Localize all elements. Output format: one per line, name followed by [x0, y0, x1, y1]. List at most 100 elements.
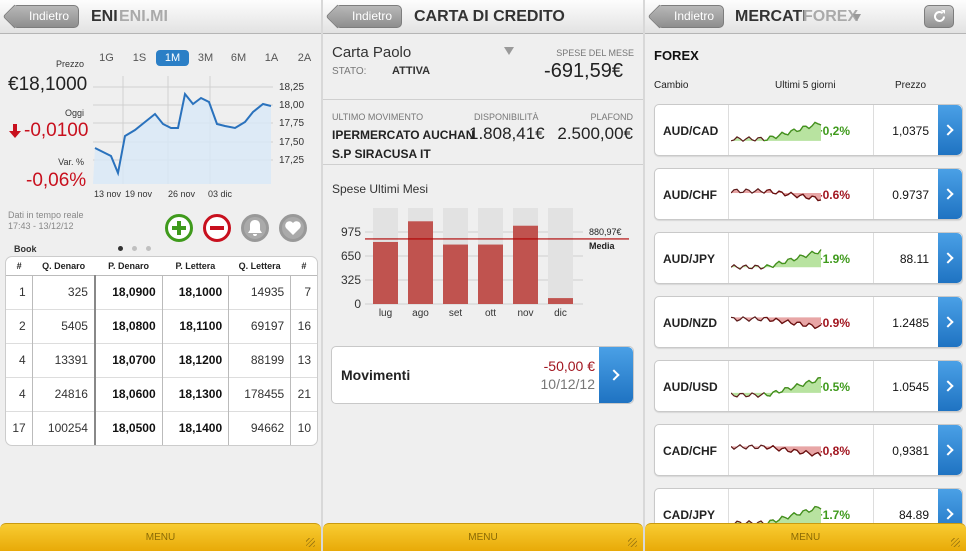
- open-forex-button[interactable]: [938, 361, 962, 411]
- table-cell: 18,0700: [93, 342, 163, 377]
- table-cell: 18,1000: [161, 274, 229, 309]
- media-label: Media: [589, 241, 616, 251]
- forex-change: +1.9%: [815, 252, 850, 266]
- grip-icon: [628, 538, 637, 547]
- section-title: FOREX: [654, 48, 699, 63]
- x-tick-label: lug: [379, 308, 392, 319]
- sparkline: [731, 121, 822, 142]
- range-tab[interactable]: 3M: [197, 52, 214, 64]
- divider: [728, 169, 729, 219]
- table-cell: 4: [6, 376, 33, 411]
- sparkline-line: [763, 505, 822, 526]
- range-tab[interactable]: 1G: [99, 52, 114, 64]
- x-tick: 26 nov: [168, 189, 196, 199]
- bar-ago: [408, 221, 433, 304]
- forex-price: 1,0375: [892, 124, 929, 138]
- divider: [873, 169, 874, 219]
- table-cell: 18,1100: [161, 308, 229, 343]
- table-row: 4 13391 18,0700 18,1200 88199 13: [6, 342, 317, 377]
- menu-label[interactable]: MENU: [790, 532, 821, 543]
- forex-row[interactable]: AUD/JPY +1.9% 88.11: [654, 232, 963, 284]
- bar-dic: [548, 298, 573, 304]
- menu-label[interactable]: MENU: [145, 532, 176, 543]
- back-button[interactable]: Indietro: [335, 5, 403, 28]
- page-dot[interactable]: [132, 246, 137, 251]
- market-selector[interactable]: FOREX: [803, 8, 859, 25]
- remove-button[interactable]: [203, 214, 231, 242]
- bar-track: [548, 208, 573, 304]
- forex-pair: AUD/CAD: [663, 124, 719, 138]
- refresh-icon: [934, 10, 945, 22]
- forex-row[interactable]: AUD/USD +0.5% 1.0545: [654, 360, 963, 412]
- page-dot[interactable]: [118, 246, 123, 251]
- chart-title: Spese Ultimi Mesi: [332, 182, 429, 196]
- movimenti-label[interactable]: Movimenti: [341, 367, 411, 383]
- price-label: Prezzo: [55, 59, 84, 69]
- chevron-right-icon: [942, 188, 954, 200]
- table-cell: 16: [290, 308, 317, 343]
- range-tab[interactable]: 2A: [297, 52, 312, 64]
- table-cell: 14935: [228, 274, 291, 309]
- divider: [873, 105, 874, 155]
- back-button[interactable]: Indietro: [12, 5, 80, 28]
- table-cell: 18,1200: [161, 342, 229, 377]
- chevron-right-icon: [942, 444, 954, 456]
- menu-label[interactable]: MENU: [468, 532, 498, 543]
- table-cell: 178455: [228, 376, 291, 411]
- forex-change: +0,2%: [815, 124, 850, 138]
- table-cell: 13: [290, 342, 317, 377]
- sparkline-line: [763, 249, 822, 269]
- open-forex-button[interactable]: [938, 233, 962, 283]
- favorite-button[interactable]: [279, 214, 307, 242]
- y-tick: 17,50: [279, 137, 305, 148]
- forex-change: -0,8%: [818, 444, 850, 458]
- open-forex-button[interactable]: [938, 297, 962, 347]
- y-tick: 17,75: [279, 118, 305, 129]
- forex-row[interactable]: AUD/CHF -0.6% 0.9737: [654, 168, 963, 220]
- sparkline-line: [763, 377, 822, 397]
- chevron-down-icon[interactable]: [853, 14, 861, 21]
- open-movimenti-button[interactable]: [599, 347, 633, 403]
- movimenti-row[interactable]: Movimenti -50,00 € 10/12/12: [331, 346, 634, 404]
- forex-row[interactable]: AUD/CAD +0,2% 1,0375: [654, 104, 963, 156]
- menu-bar[interactable]: MENU: [645, 523, 966, 551]
- forex-change: +0.5%: [815, 380, 850, 394]
- menu-bar[interactable]: MENU: [0, 523, 321, 551]
- range-tab[interactable]: 6M: [230, 52, 247, 64]
- back-button[interactable]: Indietro: [657, 5, 725, 28]
- order-book-col-header: P. Lettera: [162, 257, 229, 276]
- x-tick-label: ago: [412, 308, 429, 319]
- open-forex-button[interactable]: [938, 425, 962, 475]
- sparkline-area: [731, 444, 821, 457]
- refresh-button[interactable]: [924, 5, 954, 28]
- col-header-cambio: Cambio: [654, 80, 689, 91]
- order-book-col-header: #: [290, 257, 317, 276]
- forex-row[interactable]: CAD/CHF -0,8% 0,9381: [654, 424, 963, 476]
- range-tab[interactable]: 1A: [264, 52, 279, 64]
- table-cell: 18,0800: [93, 308, 163, 343]
- range-tab[interactable]: 1S: [132, 52, 147, 64]
- alert-button[interactable]: [241, 214, 269, 242]
- open-forex-button[interactable]: [938, 105, 962, 155]
- forex-row[interactable]: AUD/NZD -0.9% 1.2485: [654, 296, 963, 348]
- page-dot[interactable]: [146, 246, 151, 251]
- divider: [728, 489, 729, 539]
- forex-price: 88.11: [899, 252, 929, 266]
- page-dots[interactable]: [118, 246, 151, 251]
- chevron-down-icon[interactable]: [504, 47, 514, 55]
- table-cell: 100254: [31, 410, 95, 445]
- grip-icon: [306, 538, 315, 547]
- credit-card-screen: Indietro CARTA DI CREDITO Carta Paolo ST…: [323, 0, 643, 551]
- disp-value: 1.808,41€: [469, 124, 545, 143]
- order-book-col-header: P. Denaro: [94, 257, 163, 276]
- header: Indietro MERCATI FOREX: [645, 0, 966, 34]
- open-forex-button[interactable]: [938, 169, 962, 219]
- sparkline-line: [763, 444, 822, 457]
- plafond-label: PLAFOND: [590, 112, 633, 122]
- y-tick: 18,00: [279, 100, 305, 111]
- range-tab[interactable]: 1M: [156, 50, 189, 66]
- add-button[interactable]: [165, 214, 193, 242]
- menu-bar[interactable]: MENU: [323, 523, 643, 551]
- card-holder[interactable]: Carta Paolo: [332, 44, 412, 61]
- chevron-right-icon: [942, 380, 954, 392]
